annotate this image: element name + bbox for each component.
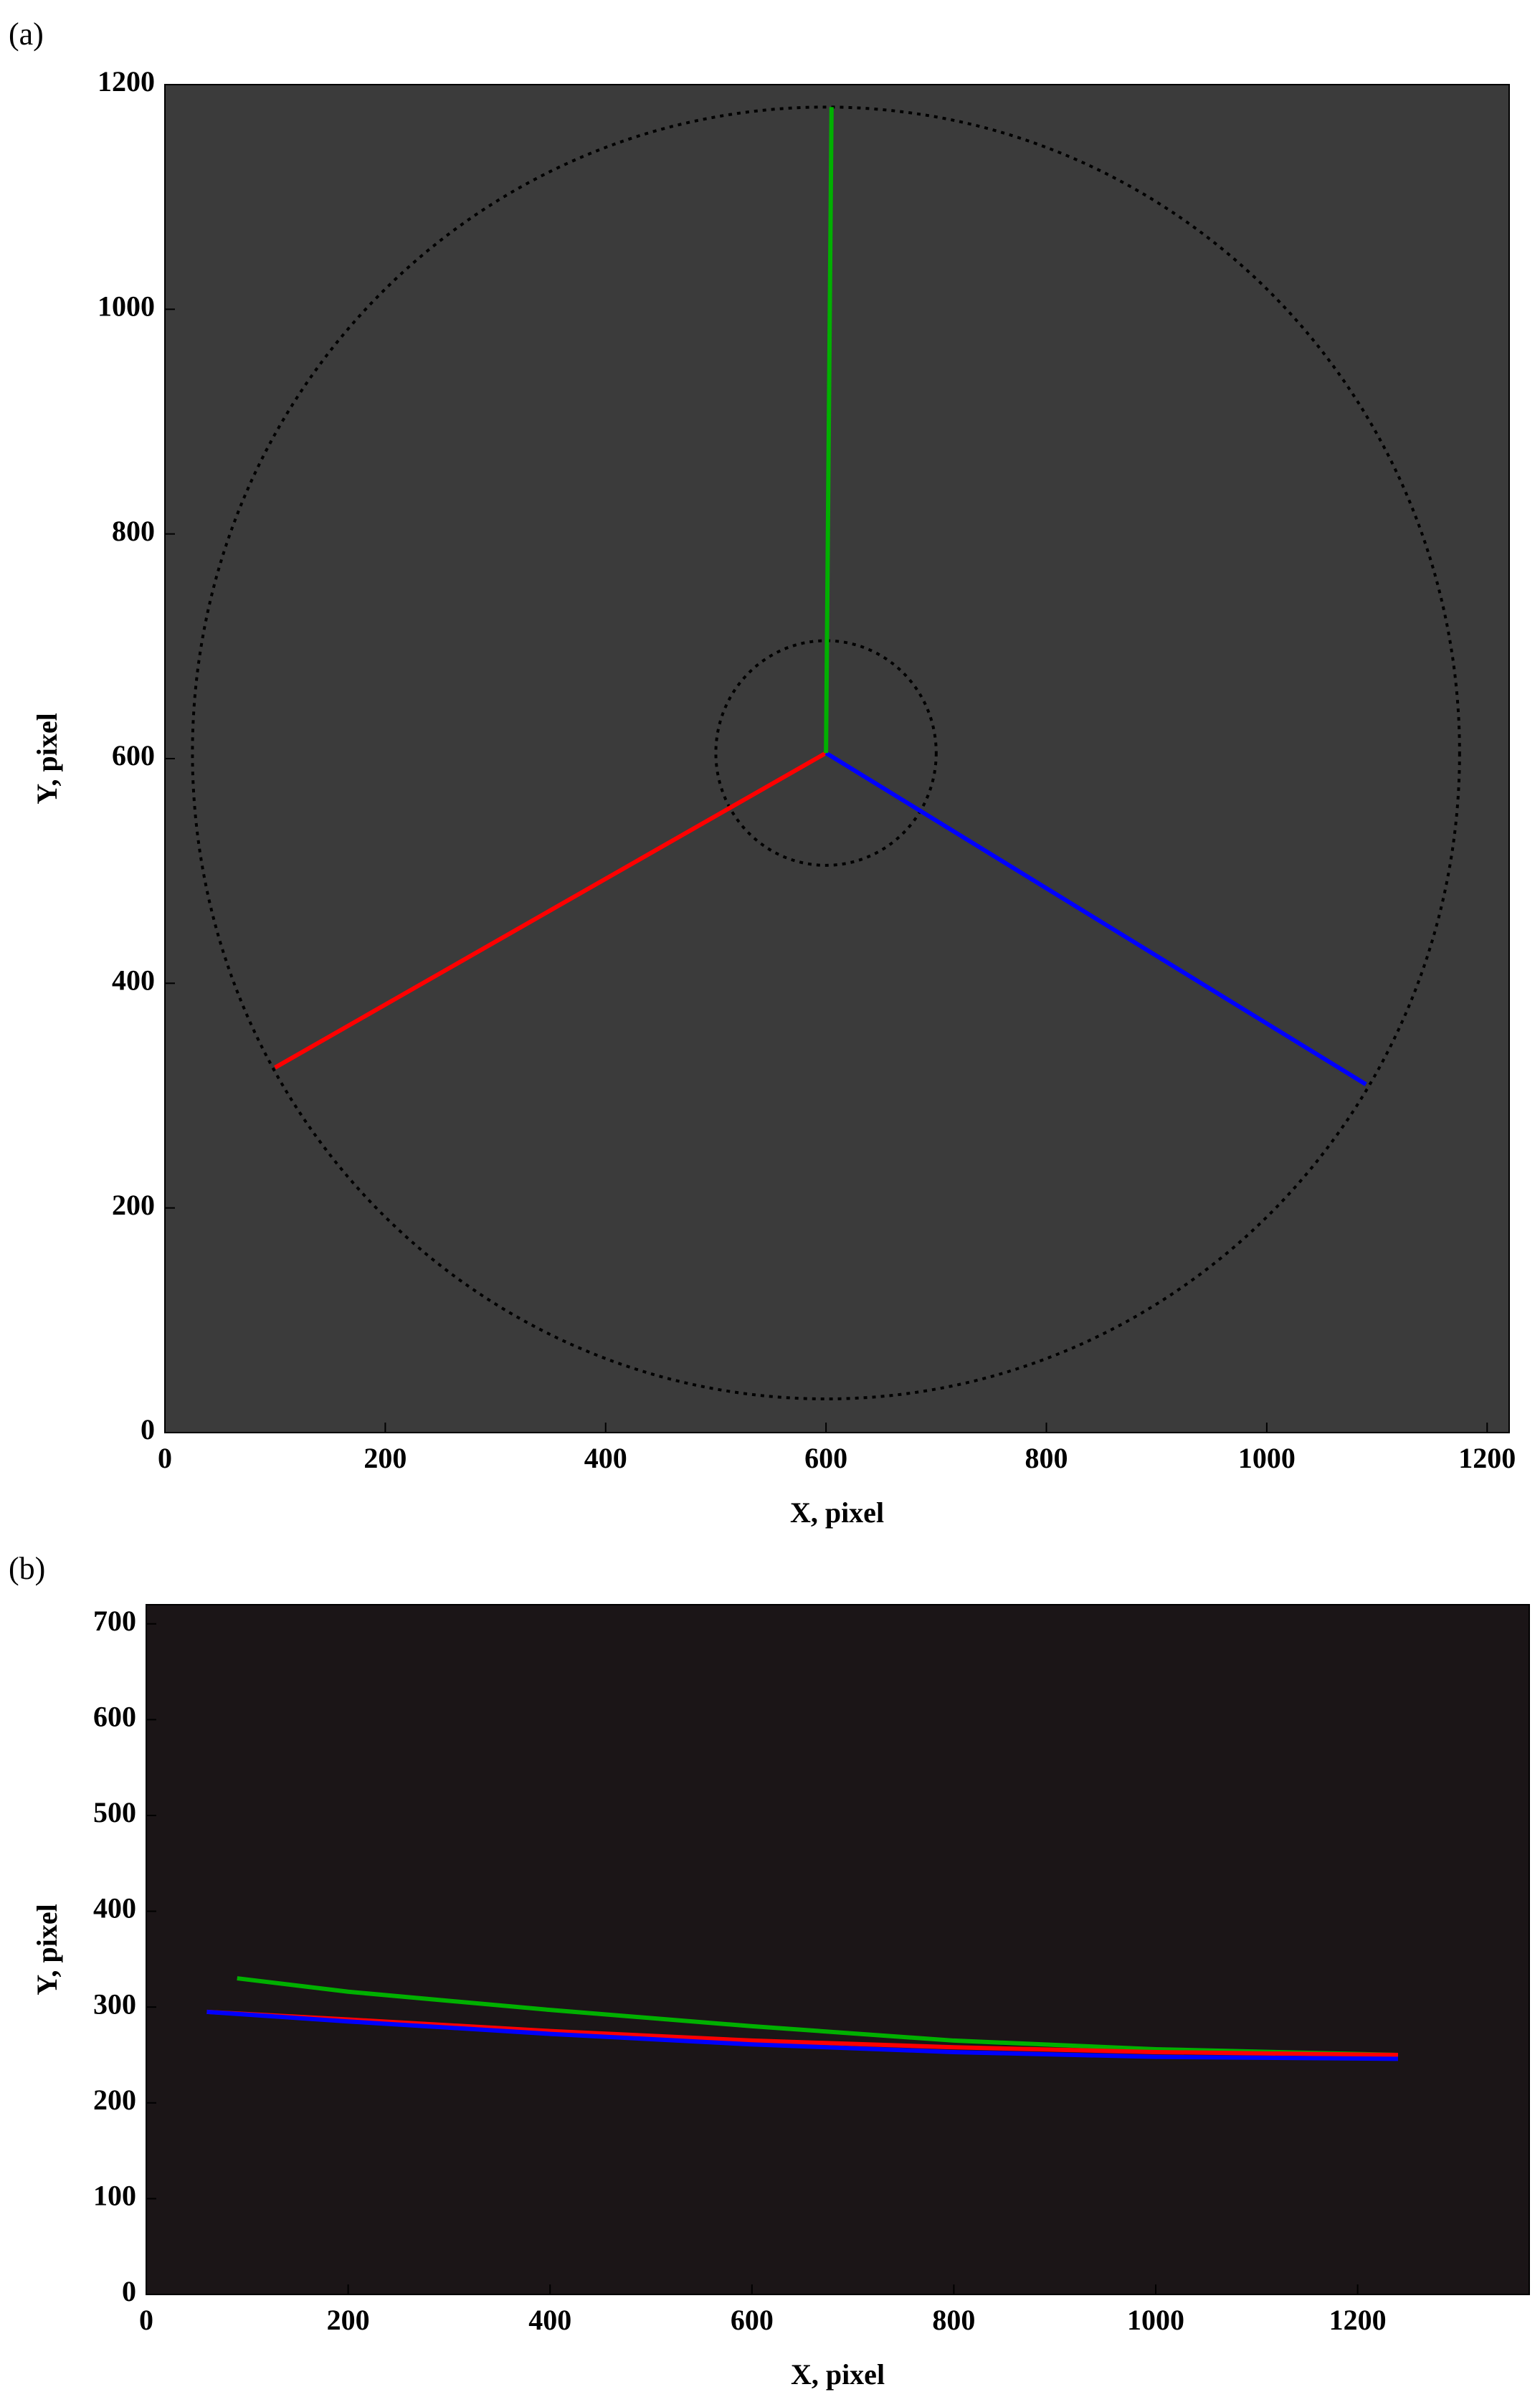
dashed-circle: [191, 105, 1461, 1400]
x-tick-label: 200: [363, 1442, 407, 1474]
y-tick-label: 0: [122, 2275, 136, 2307]
x-tick-label: 0: [139, 2304, 153, 2336]
y-tick-label: 400: [112, 964, 155, 997]
x-axis-label: X, pixel: [791, 2358, 885, 2391]
x-tick-label: 600: [731, 2304, 774, 2336]
x-axis-label: X, pixel: [790, 1496, 884, 1529]
y-tick-label: 700: [93, 1605, 136, 1637]
x-tick-label: 600: [804, 1442, 847, 1474]
y-tick-label: 500: [93, 1796, 136, 1828]
x-tick-label: 800: [932, 2304, 975, 2336]
dashed-circle: [714, 639, 938, 867]
plot-background: [146, 1605, 1529, 2294]
x-tick-label: 1000: [1127, 2304, 1184, 2336]
x-tick-label: 800: [1025, 1442, 1068, 1474]
y-tick-label: 100: [93, 2180, 136, 2212]
y-tick-label: 400: [93, 1892, 136, 1924]
y-axis-label: Y, pixel: [31, 1904, 63, 1995]
panel-label: (b): [9, 1551, 45, 1586]
x-tick-label: 1200: [1458, 1442, 1516, 1474]
series-line: [824, 751, 1367, 1086]
y-axis-label: Y, pixel: [31, 713, 63, 804]
y-tick-label: 600: [112, 739, 155, 772]
x-tick-label: 400: [528, 2304, 571, 2336]
x-tick-label: 0: [158, 1442, 172, 1474]
y-tick-label: 300: [93, 1988, 136, 2020]
series-line: [824, 107, 834, 754]
y-tick-label: 0: [141, 1413, 155, 1446]
y-tick-label: 800: [112, 515, 155, 547]
series-line: [237, 1976, 1399, 2057]
plot-frame: [146, 1604, 1530, 2295]
series-line: [274, 751, 827, 1070]
y-tick-label: 1200: [98, 65, 155, 98]
x-tick-label: 400: [584, 1442, 627, 1474]
y-tick-label: 200: [93, 2084, 136, 2116]
y-tick-label: 1000: [98, 290, 155, 323]
y-tick-label: 600: [93, 1701, 136, 1733]
plot-frame: [164, 84, 1510, 1433]
x-tick-label: 1200: [1329, 2304, 1387, 2336]
series-line: [206, 2009, 1398, 2061]
y-tick-label: 200: [112, 1189, 155, 1221]
x-tick-label: 200: [327, 2304, 370, 2336]
panel-label: (a): [9, 16, 44, 52]
x-tick-label: 1000: [1238, 1442, 1296, 1474]
